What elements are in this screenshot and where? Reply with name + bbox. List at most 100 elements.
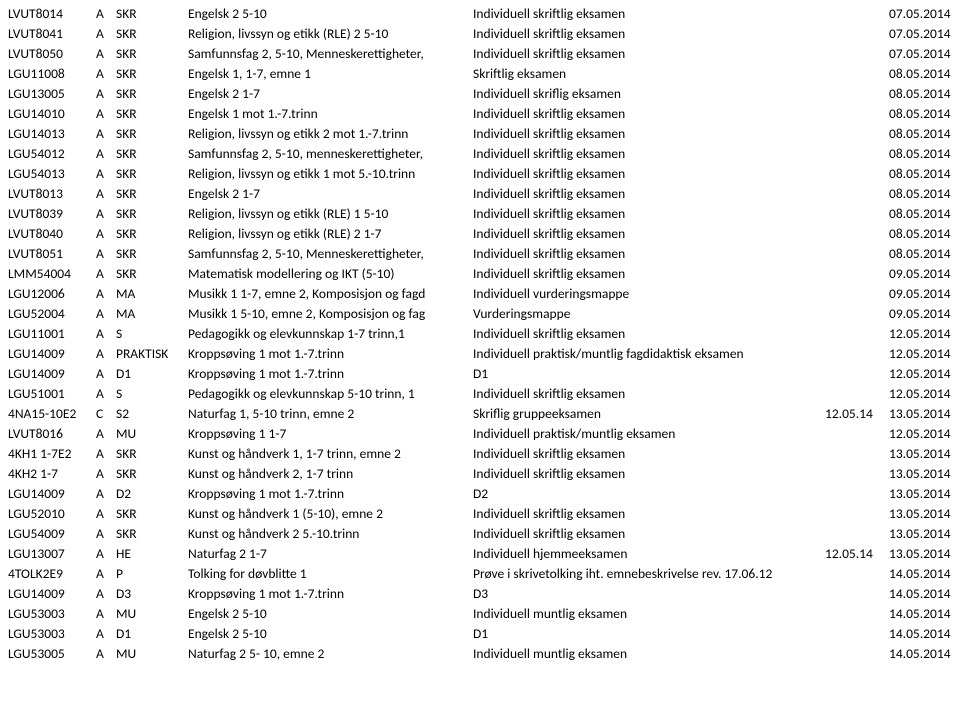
cell-date1 <box>825 224 889 244</box>
cell-exam: Individuell skriftlig eksamen <box>473 384 825 404</box>
cell-course: Religion, livssyn og etikk (RLE) 2 5-10 <box>188 24 473 44</box>
cell-date1 <box>825 424 889 444</box>
cell-course: Kunst og håndverk 1 (5-10), emne 2 <box>188 504 473 524</box>
table-row: LGU14009AD2Kroppsøving 1 mot 1.-7.trinnD… <box>8 484 952 504</box>
cell-type: SKR <box>116 104 188 124</box>
cell-code: LVUT8013 <box>8 184 96 204</box>
cell-date1 <box>825 144 889 164</box>
cell-grp: A <box>96 284 116 304</box>
cell-date2: 14.05.2014 <box>889 604 952 624</box>
cell-grp: A <box>96 524 116 544</box>
cell-exam: Individuell skriftlig eksamen <box>473 144 825 164</box>
table-row: LVUT8039ASKRReligion, livssyn og etikk (… <box>8 204 952 224</box>
cell-course: Engelsk 1, 1-7, emne 1 <box>188 64 473 84</box>
cell-code: LGU53005 <box>8 644 96 664</box>
cell-date2: 12.05.2014 <box>889 364 952 384</box>
cell-exam: Individuell vurderingsmappe <box>473 284 825 304</box>
table-row: 4KH1 1-7E2ASKRKunst og håndverk 1, 1-7 t… <box>8 444 952 464</box>
table-row: LVUT8051ASKRSamfunnsfag 2, 5-10, Mennesk… <box>8 244 952 264</box>
cell-date2: 14.05.2014 <box>889 644 952 664</box>
cell-code: LGU12006 <box>8 284 96 304</box>
table-row: LGU11001ASPedagogikk og elevkunnskap 1-7… <box>8 324 952 344</box>
cell-course: Naturfag 2 5- 10, emne 2 <box>188 644 473 664</box>
cell-grp: A <box>96 364 116 384</box>
cell-type: SKR <box>116 24 188 44</box>
cell-code: 4KH1 1-7E2 <box>8 444 96 464</box>
cell-course: Kunst og håndverk 2, 1-7 trinn <box>188 464 473 484</box>
cell-course: Religion, livssyn og etikk (RLE) 2 1-7 <box>188 224 473 244</box>
table-row: LGU53005AMUNaturfag 2 5- 10, emne 2Indiv… <box>8 644 952 664</box>
table-row: LGU51001ASPedagogikk og elevkunnskap 5-1… <box>8 384 952 404</box>
cell-course: Musikk 1 5-10, emne 2, Komposisjon og fa… <box>188 304 473 324</box>
cell-code: LGU11001 <box>8 324 96 344</box>
cell-type: MU <box>116 604 188 624</box>
cell-grp: A <box>96 604 116 624</box>
table-row: LGU54009ASKRKunst og håndverk 2 5.-10.tr… <box>8 524 952 544</box>
cell-exam: Individuell skriftlig eksamen <box>473 44 825 64</box>
cell-date1 <box>825 384 889 404</box>
cell-grp: A <box>96 164 116 184</box>
cell-code: 4KH2 1-7 <box>8 464 96 484</box>
cell-date2: 08.05.2014 <box>889 64 952 84</box>
cell-grp: A <box>96 344 116 364</box>
cell-code: LMM54004 <box>8 264 96 284</box>
cell-date1 <box>825 364 889 384</box>
cell-grp: A <box>96 584 116 604</box>
cell-date1 <box>825 84 889 104</box>
cell-course: Engelsk 2 5-10 <box>188 604 473 624</box>
cell-code: LGU13005 <box>8 84 96 104</box>
cell-exam: Individuell muntlig eksamen <box>473 644 825 664</box>
cell-date1 <box>825 164 889 184</box>
cell-date1 <box>825 204 889 224</box>
cell-code: 4TOLK2E9 <box>8 564 96 584</box>
cell-date1 <box>825 4 889 24</box>
cell-type: D1 <box>116 364 188 384</box>
cell-date1 <box>825 24 889 44</box>
cell-course: Samfunnsfag 2, 5-10, Menneskerettigheter… <box>188 44 473 64</box>
cell-date2: 08.05.2014 <box>889 84 952 104</box>
cell-exam: Individuell skriftlig eksamen <box>473 464 825 484</box>
cell-course: Engelsk 2 1-7 <box>188 84 473 104</box>
table-row: 4NA15-10E2CS2Naturfag 1, 5-10 trinn, emn… <box>8 404 952 424</box>
cell-code: LGU13007 <box>8 544 96 564</box>
cell-type: MA <box>116 304 188 324</box>
cell-date2: 13.05.2014 <box>889 404 952 424</box>
cell-type: SKR <box>116 504 188 524</box>
cell-grp: A <box>96 504 116 524</box>
cell-date1 <box>825 644 889 664</box>
cell-date2: 08.05.2014 <box>889 184 952 204</box>
cell-date1 <box>825 444 889 464</box>
cell-course: Religion, livssyn og etikk 2 mot 1.-7.tr… <box>188 124 473 144</box>
cell-code: LGU54009 <box>8 524 96 544</box>
cell-course: Samfunnsfag 2, 5-10, menneskerettigheter… <box>188 144 473 164</box>
cell-grp: A <box>96 324 116 344</box>
cell-grp: A <box>96 24 116 44</box>
cell-date2: 14.05.2014 <box>889 564 952 584</box>
cell-date2: 08.05.2014 <box>889 104 952 124</box>
cell-exam: Individuell skriftlig eksamen <box>473 224 825 244</box>
cell-type: SKR <box>116 44 188 64</box>
cell-code: LVUT8050 <box>8 44 96 64</box>
cell-code: LGU14009 <box>8 584 96 604</box>
cell-grp: A <box>96 484 116 504</box>
cell-date1 <box>825 284 889 304</box>
cell-type: SKR <box>116 84 188 104</box>
cell-date2: 12.05.2014 <box>889 324 952 344</box>
cell-code: LGU52004 <box>8 304 96 324</box>
cell-type: D2 <box>116 484 188 504</box>
cell-course: Kroppsøving 1 mot 1.-7.trinn <box>188 364 473 384</box>
cell-date2: 13.05.2014 <box>889 544 952 564</box>
cell-grp: A <box>96 424 116 444</box>
cell-course: Pedagogikk og elevkunnskap 5-10 trinn, 1 <box>188 384 473 404</box>
cell-course: Naturfag 1, 5-10 trinn, emne 2 <box>188 404 473 424</box>
cell-code: LGU53003 <box>8 624 96 644</box>
cell-grp: A <box>96 4 116 24</box>
cell-grp: A <box>96 204 116 224</box>
cell-date2: 12.05.2014 <box>889 384 952 404</box>
cell-grp: A <box>96 184 116 204</box>
cell-date2: 08.05.2014 <box>889 224 952 244</box>
cell-exam: Individuell skriftlig eksamen <box>473 4 825 24</box>
table-row: LGU13005ASKREngelsk 2 1-7Individuell skr… <box>8 84 952 104</box>
cell-course: Matematisk modellering og IKT (5-10) <box>188 264 473 284</box>
cell-date2: 13.05.2014 <box>889 464 952 484</box>
